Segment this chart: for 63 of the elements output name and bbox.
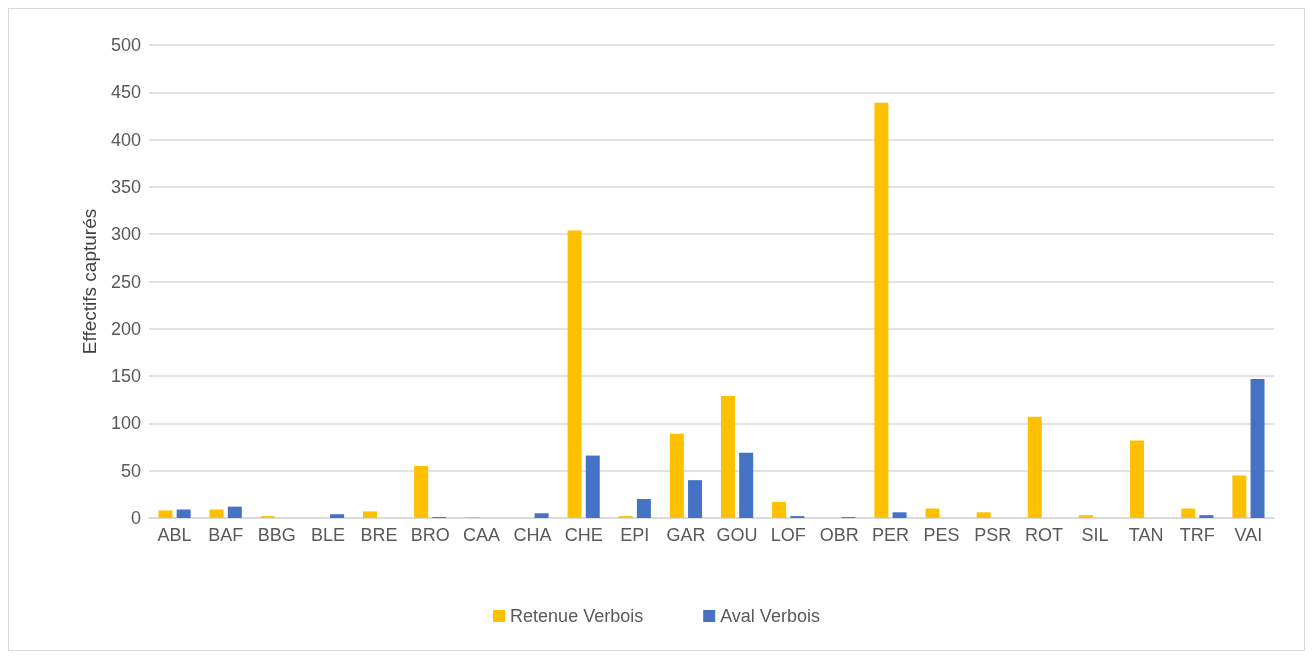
bar <box>1027 416 1042 518</box>
x-tick-label: CHE <box>564 525 603 545</box>
x-tick-label: PER <box>871 525 909 545</box>
x-tick-label: BAF <box>208 525 244 545</box>
y-tick-label: 100 <box>110 413 141 434</box>
bar <box>772 501 787 518</box>
x-tick-label: PES <box>923 525 960 545</box>
bar <box>720 395 735 518</box>
bar <box>1250 378 1265 518</box>
bar <box>363 511 378 518</box>
bar <box>1232 475 1247 518</box>
x-tick-label: EPI <box>620 525 650 545</box>
bar <box>892 512 907 518</box>
x-tick-label: ABL <box>157 525 192 545</box>
y-tick-label: 150 <box>110 366 141 387</box>
bar <box>1078 515 1093 518</box>
x-tick-label: BLE <box>310 525 345 545</box>
y-tick-label: 50 <box>120 460 141 481</box>
x-tick-label: BRE <box>360 525 398 545</box>
x-tick-label: BBG <box>257 525 296 545</box>
bar <box>227 506 242 518</box>
bar <box>414 465 429 518</box>
bar <box>1199 515 1214 518</box>
x-tick-label: TAN <box>1128 525 1164 545</box>
x-tick-label: PSR <box>974 525 1012 545</box>
x-tick-label: CHA <box>513 525 552 545</box>
y-tick-label: 200 <box>110 318 141 339</box>
x-tick-label: ROT <box>1024 525 1063 545</box>
bar <box>585 455 600 518</box>
y-tick-label: 450 <box>110 82 141 103</box>
y-tick-label: 300 <box>110 224 141 245</box>
bar <box>688 480 703 518</box>
bar <box>1181 508 1196 518</box>
bar <box>925 508 940 518</box>
x-tick-label: LOF <box>770 525 806 545</box>
x-tick-label: GAR <box>666 525 706 545</box>
x-tick-label: SIL <box>1081 525 1109 545</box>
y-axis-title: Effectifs capturés <box>79 208 100 355</box>
legend-label: Aval Verbois <box>720 606 820 626</box>
y-tick-label: 500 <box>110 35 141 55</box>
x-tick-label: OBR <box>819 525 859 545</box>
x-tick-label: TRF <box>1179 525 1215 545</box>
bar <box>1130 440 1145 518</box>
x-tick-label: BRO <box>410 525 450 545</box>
bar <box>209 509 224 518</box>
x-tick-label: VAI <box>1234 525 1263 545</box>
y-tick-label: 400 <box>110 129 141 150</box>
bar <box>330 514 345 518</box>
bar <box>874 102 889 518</box>
bar <box>567 230 582 518</box>
y-tick-label: 350 <box>110 176 141 197</box>
y-tick-label: 0 <box>130 508 141 528</box>
bar <box>636 499 651 518</box>
bar <box>739 452 754 518</box>
x-tick-label: CAA <box>462 525 500 545</box>
x-tick-label: GOU <box>716 525 758 545</box>
legend-label: Retenue Verbois <box>510 606 644 626</box>
y-tick-label: 250 <box>110 271 141 292</box>
bar <box>976 512 991 518</box>
bar <box>669 433 684 518</box>
bar <box>534 513 549 518</box>
bar <box>176 509 191 518</box>
bar <box>158 510 173 518</box>
